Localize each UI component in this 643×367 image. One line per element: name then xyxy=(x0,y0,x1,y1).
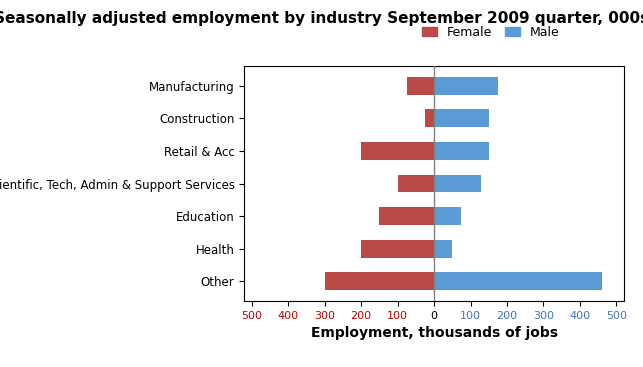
Legend: Female, Male: Female, Male xyxy=(417,21,565,44)
Bar xyxy=(425,109,434,127)
Bar xyxy=(434,77,498,95)
Bar xyxy=(434,142,489,160)
Bar xyxy=(434,109,489,127)
Bar xyxy=(361,240,434,258)
Bar xyxy=(361,142,434,160)
Text: Seasonally adjusted employment by industry September 2009 quarter, 000s: Seasonally adjusted employment by indust… xyxy=(0,11,643,26)
Bar xyxy=(434,240,452,258)
Bar xyxy=(434,272,602,290)
Bar xyxy=(325,272,434,290)
Bar xyxy=(397,175,434,192)
Bar xyxy=(434,207,462,225)
X-axis label: Employment, thousands of jobs: Employment, thousands of jobs xyxy=(311,326,557,340)
Bar xyxy=(379,207,434,225)
Bar xyxy=(406,77,434,95)
Bar xyxy=(434,175,482,192)
